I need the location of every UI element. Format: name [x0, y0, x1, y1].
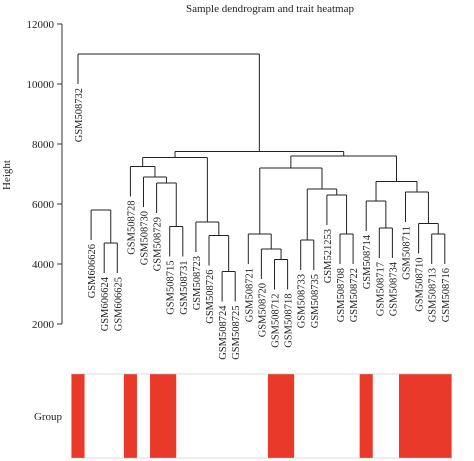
leaf-label: GSM508734: [388, 261, 399, 316]
leaf-label: GSM508716: [441, 268, 452, 322]
heatmap-cell: [320, 374, 334, 458]
leaf-label: GSM508724: [218, 305, 229, 360]
heatmap-cell: [359, 374, 374, 458]
heatmap-cell: [136, 374, 151, 458]
leaf-label: GSM508720: [257, 283, 268, 337]
leaf-label: GSM508712: [271, 294, 282, 348]
heatmap-cell: [228, 374, 243, 458]
heatmap-cell: [241, 374, 256, 458]
heatmap-cell: [346, 374, 361, 458]
heatmap-frame: [71, 373, 452, 459]
leaf-label: GSM508717: [375, 262, 386, 316]
heatmap-cell: [307, 374, 321, 458]
leaf-label: GSM508730: [140, 211, 151, 265]
leaf-label: GSM508728: [126, 201, 137, 255]
heatmap-cell: [176, 374, 190, 458]
leaf-label: GSM508732: [74, 88, 85, 142]
leaf-label: GSM508726: [205, 270, 216, 324]
heatmap-cell: [425, 374, 439, 458]
y-tick-label: 6000: [32, 199, 55, 211]
leaf-label: GSM508715: [166, 261, 177, 315]
leaf-label: GSM508711: [402, 226, 413, 280]
y-tick-label: 10000: [27, 79, 55, 91]
heatmap-cell: [189, 374, 203, 458]
leaf-label: GSM508729: [153, 217, 164, 271]
heatmap-cell: [71, 374, 86, 458]
heatmap-cell: [294, 374, 308, 458]
heatmap-cell: [398, 374, 413, 458]
y-tick-label: 4000: [32, 259, 55, 271]
leaf-label: GSM606626: [87, 244, 98, 298]
heatmap-cell: [163, 374, 177, 458]
leaf-label: GSM521253: [323, 229, 334, 283]
leaf-label: GSM508731: [179, 261, 190, 315]
leaf-label: GSM508722: [349, 268, 360, 322]
heatmap-cell: [150, 374, 164, 458]
leaf-label: GSM508713: [428, 268, 439, 322]
leaf-label: GSM508723: [192, 256, 203, 310]
trait-row-label: Group: [34, 411, 63, 423]
heatmap-cell: [412, 374, 426, 458]
heatmap-cell: [267, 374, 282, 458]
dendrogram-tree: [77, 53, 446, 302]
heatmap-cell: [438, 374, 452, 458]
trait-labels: Group: [34, 411, 63, 423]
y-tick-label: 8000: [32, 139, 55, 151]
chart-title: Sample dendrogram and trait heatmap: [186, 3, 354, 15]
heatmap-cell: [97, 374, 112, 458]
leaf-label: GSM508718: [284, 294, 295, 348]
heatmap-cell: [372, 374, 387, 458]
leaf-label: GSM508721: [244, 268, 255, 322]
leaf-label: GSM508735: [310, 274, 321, 328]
leaf-label: GSM508733: [297, 274, 308, 328]
leaf-label: GSM508708: [336, 268, 347, 322]
heatmap-cell: [385, 374, 400, 458]
heatmap-cell: [254, 374, 269, 458]
leaf-label: GSM508714: [362, 234, 373, 289]
heatmap-cell: [84, 374, 99, 458]
y-axis-label: Height: [1, 160, 13, 190]
heatmap-cell: [281, 374, 295, 458]
y-tick-label: 12000: [27, 19, 55, 31]
heatmap-cell: [215, 374, 230, 458]
leaf-label: GSM606625: [113, 277, 124, 331]
heatmap-cell: [202, 374, 217, 458]
leaf-label: GSM606624: [100, 276, 111, 331]
heatmap-cell: [123, 374, 138, 458]
y-tick-label: 2000: [32, 319, 55, 331]
y-axis: 2000 4000 6000 8000 10000 12000: [27, 19, 63, 331]
leaf-label: GSM508710: [415, 258, 426, 312]
heatmap-cell: [110, 374, 125, 458]
heatmap-cell: [333, 374, 348, 458]
trait-heatmap: [71, 373, 452, 459]
leaf-label: GSM508725: [231, 306, 242, 360]
